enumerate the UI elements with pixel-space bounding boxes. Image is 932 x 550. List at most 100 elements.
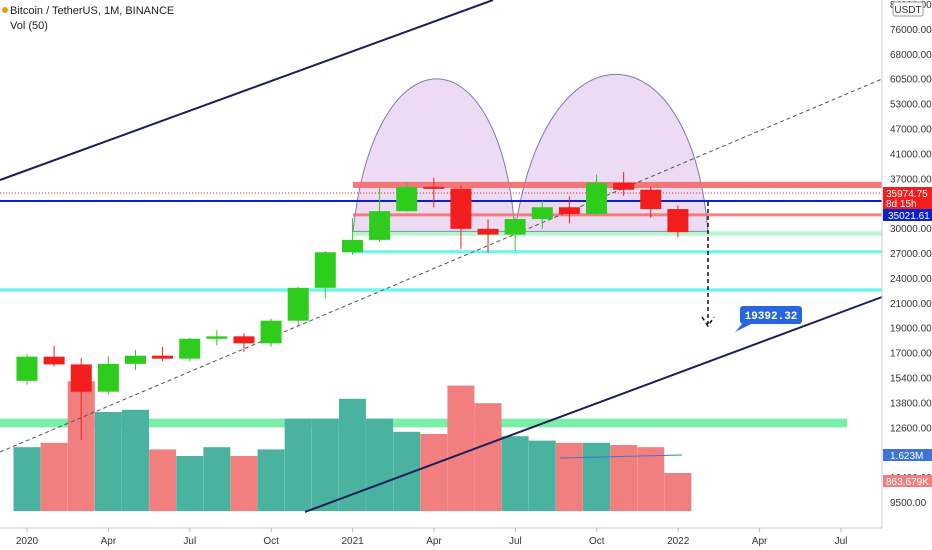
volume-bar[interactable] xyxy=(501,436,529,511)
candle-body xyxy=(287,287,309,321)
volume-zone[interactable] xyxy=(0,418,847,428)
time-tick-label: Oct xyxy=(263,536,279,547)
candle-body xyxy=(613,182,635,190)
candle-body xyxy=(16,356,38,381)
last-price-tag[interactable] xyxy=(883,187,932,209)
candle[interactable] xyxy=(531,200,553,229)
zone-support-low[interactable] xyxy=(353,250,882,254)
candle[interactable] xyxy=(477,219,499,253)
candle[interactable] xyxy=(260,318,282,347)
volume-bar[interactable] xyxy=(257,449,285,511)
volume-bar[interactable] xyxy=(230,456,258,511)
volume-bar[interactable] xyxy=(149,449,177,511)
time-tick-label: Apr xyxy=(426,536,442,547)
candle-body xyxy=(314,252,336,288)
candle[interactable] xyxy=(369,187,391,243)
vol-ma-line xyxy=(559,454,683,459)
price-tick-label: 27000.00 xyxy=(890,249,932,260)
vol-last-tag[interactable] xyxy=(883,475,932,487)
candle[interactable] xyxy=(667,205,689,238)
vol-ma-value: 1.623M xyxy=(890,451,923,462)
candle-body xyxy=(531,207,553,220)
volume-bar[interactable] xyxy=(338,398,366,511)
volume-bar[interactable] xyxy=(284,418,312,511)
volume-bar[interactable] xyxy=(447,385,475,511)
candle[interactable] xyxy=(43,345,65,367)
volume-bar[interactable] xyxy=(474,403,502,511)
dashed-trendline[interactable] xyxy=(0,78,883,453)
candle[interactable] xyxy=(640,186,662,218)
candle-body xyxy=(667,209,689,233)
zone-support[interactable] xyxy=(353,231,882,236)
lower-trendline[interactable] xyxy=(304,296,883,513)
candle[interactable] xyxy=(179,337,201,362)
volume-bar[interactable] xyxy=(610,445,638,511)
currency-badge-box xyxy=(892,1,924,17)
target-arrow[interactable] xyxy=(701,202,715,328)
upper-trendline[interactable] xyxy=(0,0,494,181)
candle[interactable] xyxy=(233,333,255,352)
zone-target-zone[interactable] xyxy=(0,288,882,292)
candle[interactable] xyxy=(396,182,418,212)
price-tick-label: 41000.00 xyxy=(890,149,932,160)
candle-body xyxy=(260,320,282,344)
candle[interactable] xyxy=(341,217,363,255)
time-tick-label: Jul xyxy=(509,536,522,547)
candle[interactable] xyxy=(124,350,146,370)
volume-bar[interactable] xyxy=(420,434,448,511)
target-callout[interactable]: 19392.32 xyxy=(735,306,802,332)
volume-bar[interactable] xyxy=(528,440,556,511)
volume-bar[interactable] xyxy=(366,418,394,511)
volume-bar[interactable] xyxy=(583,442,611,511)
price-tick-label: 17000.00 xyxy=(890,349,932,360)
volume-bar[interactable] xyxy=(311,418,339,511)
countdown-value: 8d 15h xyxy=(886,199,917,210)
time-tick-label: Jul xyxy=(835,536,848,547)
candle-body xyxy=(558,207,580,214)
volume-bar[interactable] xyxy=(176,456,204,511)
candle[interactable] xyxy=(450,185,472,249)
target-callout-pointer xyxy=(735,322,755,332)
volume-bar[interactable] xyxy=(94,412,122,511)
volume-bar[interactable] xyxy=(555,442,583,511)
target-callout-box xyxy=(740,306,802,324)
last-price-value: 35974.75 xyxy=(886,189,928,200)
volume-bar[interactable] xyxy=(664,472,692,511)
candle-body xyxy=(341,239,363,253)
candle[interactable] xyxy=(152,346,174,362)
volume-bar[interactable] xyxy=(121,409,149,511)
volume-bar[interactable] xyxy=(13,447,41,511)
price-tick-label: 76000.00 xyxy=(890,25,932,36)
volume-bar[interactable] xyxy=(40,442,68,511)
candle-body xyxy=(206,336,228,339)
candle[interactable] xyxy=(287,286,309,325)
candle[interactable] xyxy=(206,330,228,346)
price-tick-label: 24000.00 xyxy=(890,274,932,285)
candle[interactable] xyxy=(70,358,92,440)
candle[interactable] xyxy=(16,354,38,385)
symbol-logo xyxy=(2,7,8,13)
time-axis: 2020 Apr Jul Oct 2021 Apr Jul Oct 2022 Apr Jul xyxy=(16,528,848,547)
candle[interactable] xyxy=(504,216,526,252)
vol-last-value: 863.679K xyxy=(886,477,929,488)
candle[interactable] xyxy=(558,196,580,224)
price-tick-label: 19000.00 xyxy=(890,324,932,335)
price-tick-label: 9500.00 xyxy=(890,498,927,509)
symbol-title: Bitcoin / TetherUS, 1M, BINANCE xyxy=(10,5,174,17)
zone-neckline[interactable] xyxy=(353,213,882,217)
time-tick-label: Apr xyxy=(752,536,768,547)
price-tick-label: 30000.00 xyxy=(890,224,932,235)
volume-bar[interactable] xyxy=(637,447,665,511)
price-tick-label: 60500.00 xyxy=(890,75,932,86)
candle[interactable] xyxy=(423,177,445,208)
candle[interactable] xyxy=(314,251,336,299)
double-top-fill[interactable] xyxy=(352,73,709,232)
candle[interactable] xyxy=(613,171,635,196)
candle-body xyxy=(396,186,418,212)
level-tag[interactable] xyxy=(883,209,932,221)
vol-ma-tag[interactable] xyxy=(883,449,932,461)
candle[interactable] xyxy=(97,356,119,395)
volume-bar[interactable] xyxy=(203,447,231,511)
candle[interactable] xyxy=(586,174,608,216)
